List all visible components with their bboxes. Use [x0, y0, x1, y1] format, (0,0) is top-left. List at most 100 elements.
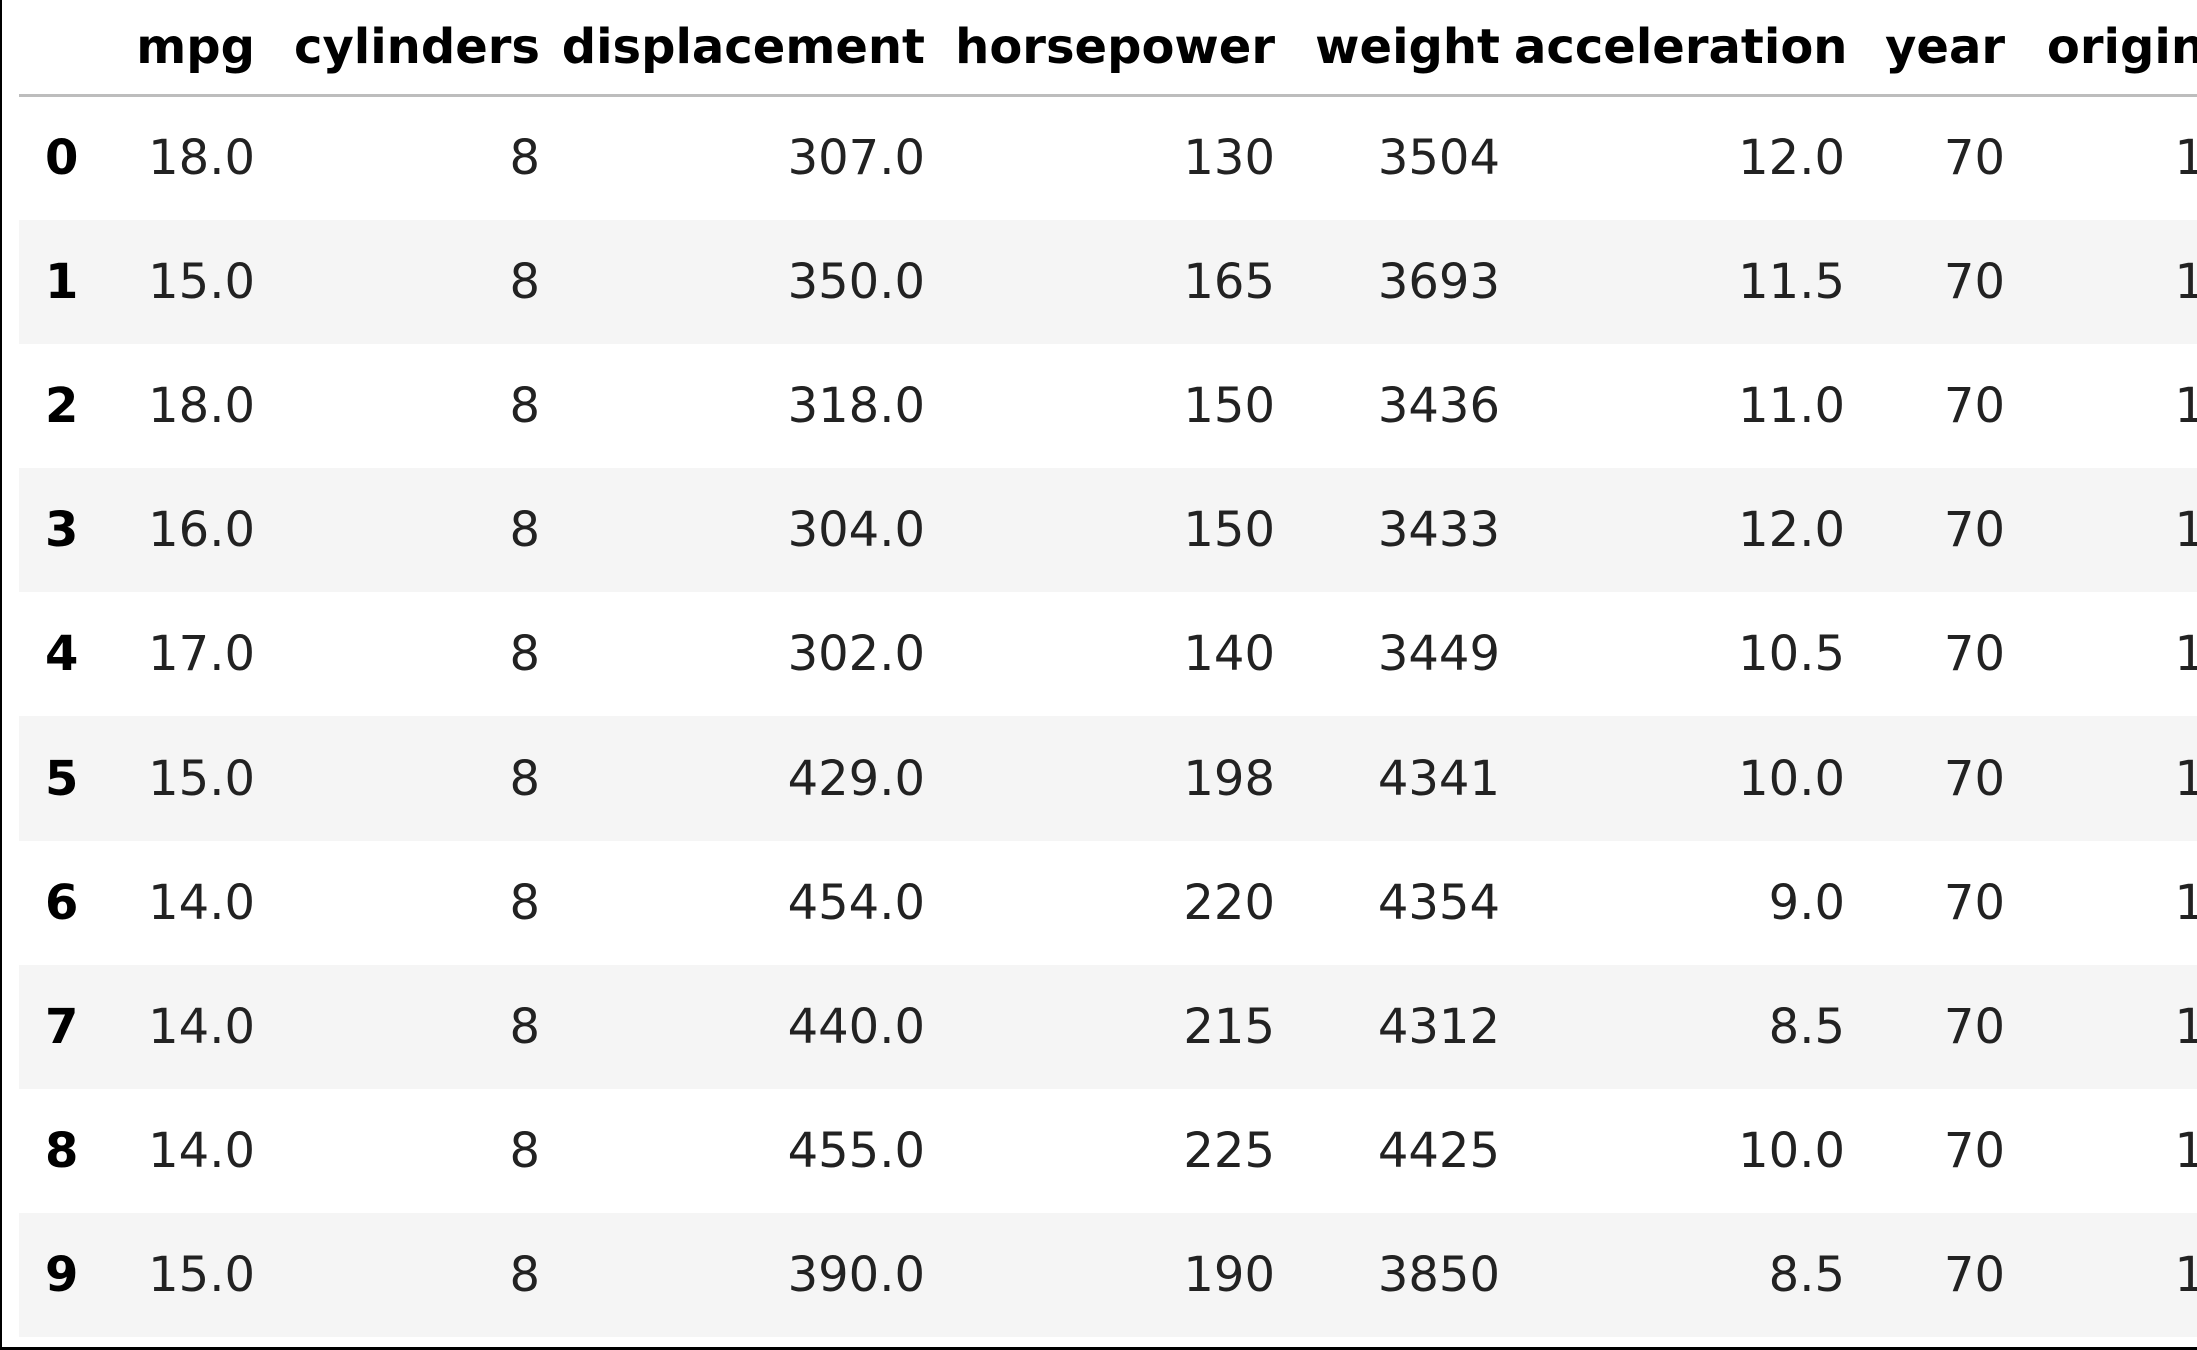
cell-weight: 3436 — [1377, 377, 1500, 434]
cell-cylinders: 8 — [509, 750, 540, 807]
cell-displacement: 454.0 — [787, 874, 925, 931]
cell-cylinders: 8 — [509, 502, 540, 559]
cell-cylinders: 8 — [509, 1247, 540, 1304]
cell-horsepower: 215 — [1183, 998, 1275, 1055]
cell-origin: 1 — [2019, 220, 2197, 344]
table-row: 6 14.0 8 454.0 220 4354 9.0 701 — [19, 840, 2197, 965]
row-index: 5 — [45, 750, 79, 807]
cell-origin: 1 — [2019, 1213, 2197, 1337]
column-header-horsepower: horsepower — [939, 0, 1289, 97]
cell-cylinders: 8 — [509, 253, 540, 310]
cell-acceleration: 10.0 — [1738, 750, 1845, 807]
table-row: 2 18.0 8 318.0 150 3436 11.0 701 — [19, 343, 2197, 469]
dataframe-table: mpg cylinders displacement horsepower we… — [19, 0, 2197, 1338]
cell-weight: 3449 — [1377, 626, 1500, 683]
header-row: mpg cylinders displacement horsepower we… — [19, 0, 2197, 97]
cell-mpg: 17.0 — [148, 626, 255, 683]
cell-weight: 4354 — [1377, 874, 1500, 931]
cell-origin: 1 — [2019, 1089, 2197, 1213]
column-header-acceleration: acceleration — [1514, 0, 1859, 97]
cell-year: 70 — [1943, 377, 2005, 434]
table-row: 0 18.0 8 307.0 130 3504 12.0 701 — [19, 95, 2197, 220]
cell-origin: 1 — [2019, 965, 2197, 1089]
cell-displacement: 455.0 — [787, 1123, 925, 1180]
cell-year: 70 — [1943, 1123, 2005, 1180]
cell-displacement: 304.0 — [787, 502, 925, 559]
cell-mpg: 15.0 — [148, 1247, 255, 1304]
row-index: 1 — [45, 253, 79, 310]
row-index: 4 — [45, 626, 79, 683]
row-index: 8 — [45, 1123, 79, 1180]
cell-year: 70 — [1943, 253, 2005, 310]
cell-displacement: 390.0 — [787, 1247, 925, 1304]
cell-origin: 1 — [2019, 96, 2197, 220]
cell-horsepower: 150 — [1183, 502, 1275, 559]
row-index: 6 — [45, 874, 79, 931]
cell-mpg: 15.0 — [148, 253, 255, 310]
cell-origin: 1 — [2019, 468, 2197, 592]
cell-year: 70 — [1943, 1247, 2005, 1304]
cell-horsepower: 198 — [1183, 750, 1275, 807]
table-row: 8 14.0 8 455.0 225 4425 10.0 701 — [19, 1089, 2197, 1214]
cell-cylinders: 8 — [509, 874, 540, 931]
cell-displacement: 440.0 — [787, 998, 925, 1055]
table-row: 7 14.0 8 440.0 215 4312 8.5 701 — [19, 964, 2197, 1089]
column-header-mpg: mpg — [119, 0, 269, 97]
cell-displacement: 318.0 — [787, 377, 925, 434]
cell-acceleration: 8.5 — [1768, 1247, 1845, 1304]
cell-origin: 1 — [2019, 592, 2197, 716]
table-body: 018.08307.0130350412.0701115.08350.01653… — [19, 95, 2197, 1338]
cell-displacement: 429.0 — [787, 750, 925, 807]
table-header: mpg cylinders displacement horsepower we… — [19, 0, 2197, 97]
cell-weight: 4425 — [1377, 1123, 1500, 1180]
cell-horsepower: 130 — [1183, 130, 1275, 187]
cell-displacement: 307.0 — [787, 130, 925, 187]
cell-mpg: 18.0 — [148, 130, 255, 187]
cell-weight: 3850 — [1377, 1247, 1500, 1304]
cell-acceleration: 9.0 — [1768, 874, 1845, 931]
cell-weight: 4312 — [1377, 998, 1500, 1055]
table-row: 4 17.0 8 302.0 140 3449 10.5 701 — [19, 592, 2197, 717]
cell-cylinders: 8 — [509, 1123, 540, 1180]
cell-displacement: 350.0 — [787, 253, 925, 310]
cell-year: 70 — [1943, 626, 2005, 683]
cell-horsepower: 220 — [1183, 874, 1275, 931]
cell-cylinders: 8 — [509, 626, 540, 683]
cell-mpg: 15.0 — [148, 750, 255, 807]
cell-displacement: 302.0 — [787, 626, 925, 683]
cell-weight: 3504 — [1377, 130, 1500, 187]
cell-year: 70 — [1943, 750, 2005, 807]
column-header-cylinders: cylinders — [269, 0, 554, 97]
cell-mpg: 14.0 — [148, 1123, 255, 1180]
table-row: 3 16.0 8 304.0 150 3433 12.0 701 — [19, 468, 2197, 593]
cell-mpg: 14.0 — [148, 998, 255, 1055]
cell-horsepower: 165 — [1183, 253, 1275, 310]
cell-acceleration: 10.5 — [1738, 626, 1845, 683]
cell-mpg: 14.0 — [148, 874, 255, 931]
column-header-year: year — [1859, 0, 2019, 97]
cell-year: 70 — [1943, 998, 2005, 1055]
cell-acceleration: 11.0 — [1738, 377, 1845, 434]
cell-horsepower: 190 — [1183, 1247, 1275, 1304]
column-header-origin: origin — [2019, 0, 2197, 97]
row-index: 9 — [45, 1247, 79, 1304]
cell-cylinders: 8 — [509, 998, 540, 1055]
cell-acceleration: 12.0 — [1738, 502, 1845, 559]
row-index: 2 — [45, 377, 79, 434]
cell-mpg: 18.0 — [148, 377, 255, 434]
cell-origin: 1 — [2019, 344, 2197, 468]
column-header-displacement: displacement — [554, 0, 939, 97]
cell-year: 70 — [1943, 874, 2005, 931]
cell-acceleration: 8.5 — [1768, 998, 1845, 1055]
row-index: 7 — [45, 998, 79, 1055]
cell-mpg: 16.0 — [148, 502, 255, 559]
cell-cylinders: 8 — [509, 377, 540, 434]
cell-horsepower: 140 — [1183, 626, 1275, 683]
cell-acceleration: 10.0 — [1738, 1123, 1845, 1180]
cell-year: 70 — [1943, 502, 2005, 559]
cell-horsepower: 150 — [1183, 377, 1275, 434]
cell-cylinders: 8 — [509, 130, 540, 187]
cell-weight: 4341 — [1377, 750, 1500, 807]
